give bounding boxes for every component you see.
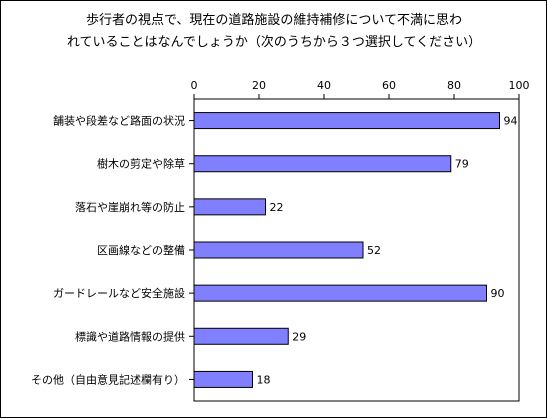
bars: 94 79 22 52 90 29 18 [193, 112, 518, 388]
bar [193, 198, 266, 216]
x-tick-label: 100 [509, 79, 530, 92]
bar-value-label: 52 [367, 244, 381, 257]
x-tick-label: 20 [252, 79, 266, 92]
bar [193, 284, 487, 302]
bar [193, 370, 253, 388]
bar [193, 327, 289, 345]
x-tick-label: 60 [382, 79, 396, 92]
category-label: 区画線などの整備 [97, 243, 185, 257]
bar-value-label: 22 [270, 201, 284, 214]
category-label: その他（自由意見記述欄有り） [31, 372, 185, 386]
category-label: 舗装や段差など路面の状況 [53, 114, 185, 128]
chart-title-line-1: 歩行者の視点で、現在の道路施設の維持補修について不満に思わ [86, 12, 462, 28]
x-axis-ticks: 0 20 40 60 80 100 [191, 79, 530, 99]
bar [193, 155, 452, 173]
category-label: 樹木の剪定や除草 [97, 157, 185, 171]
x-tick-label: 0 [191, 79, 198, 92]
category-label: ガードレールなど安全施設 [53, 286, 185, 300]
bar-value-label: 18 [257, 373, 271, 386]
chart-title-line-2: れていることはなんでしょうか（次のうちから３つ選択してください） [67, 34, 481, 50]
bar-value-label: 90 [491, 287, 505, 300]
category-label: 落石や崖崩れ等の防止 [75, 200, 185, 214]
category-labels: 舗装や段差など路面の状況樹木の剪定や除草落石や崖崩れ等の防止区画線などの整備ガー… [31, 114, 194, 386]
bar [193, 241, 364, 259]
bar-value-label: 79 [455, 158, 469, 171]
bar-value-label: 29 [292, 330, 306, 343]
x-tick-label: 40 [317, 79, 331, 92]
x-tick-label: 80 [447, 79, 461, 92]
category-label: 標識や道路情報の提供 [75, 329, 185, 343]
bar [193, 112, 500, 130]
bar-value-label: 94 [504, 115, 518, 128]
